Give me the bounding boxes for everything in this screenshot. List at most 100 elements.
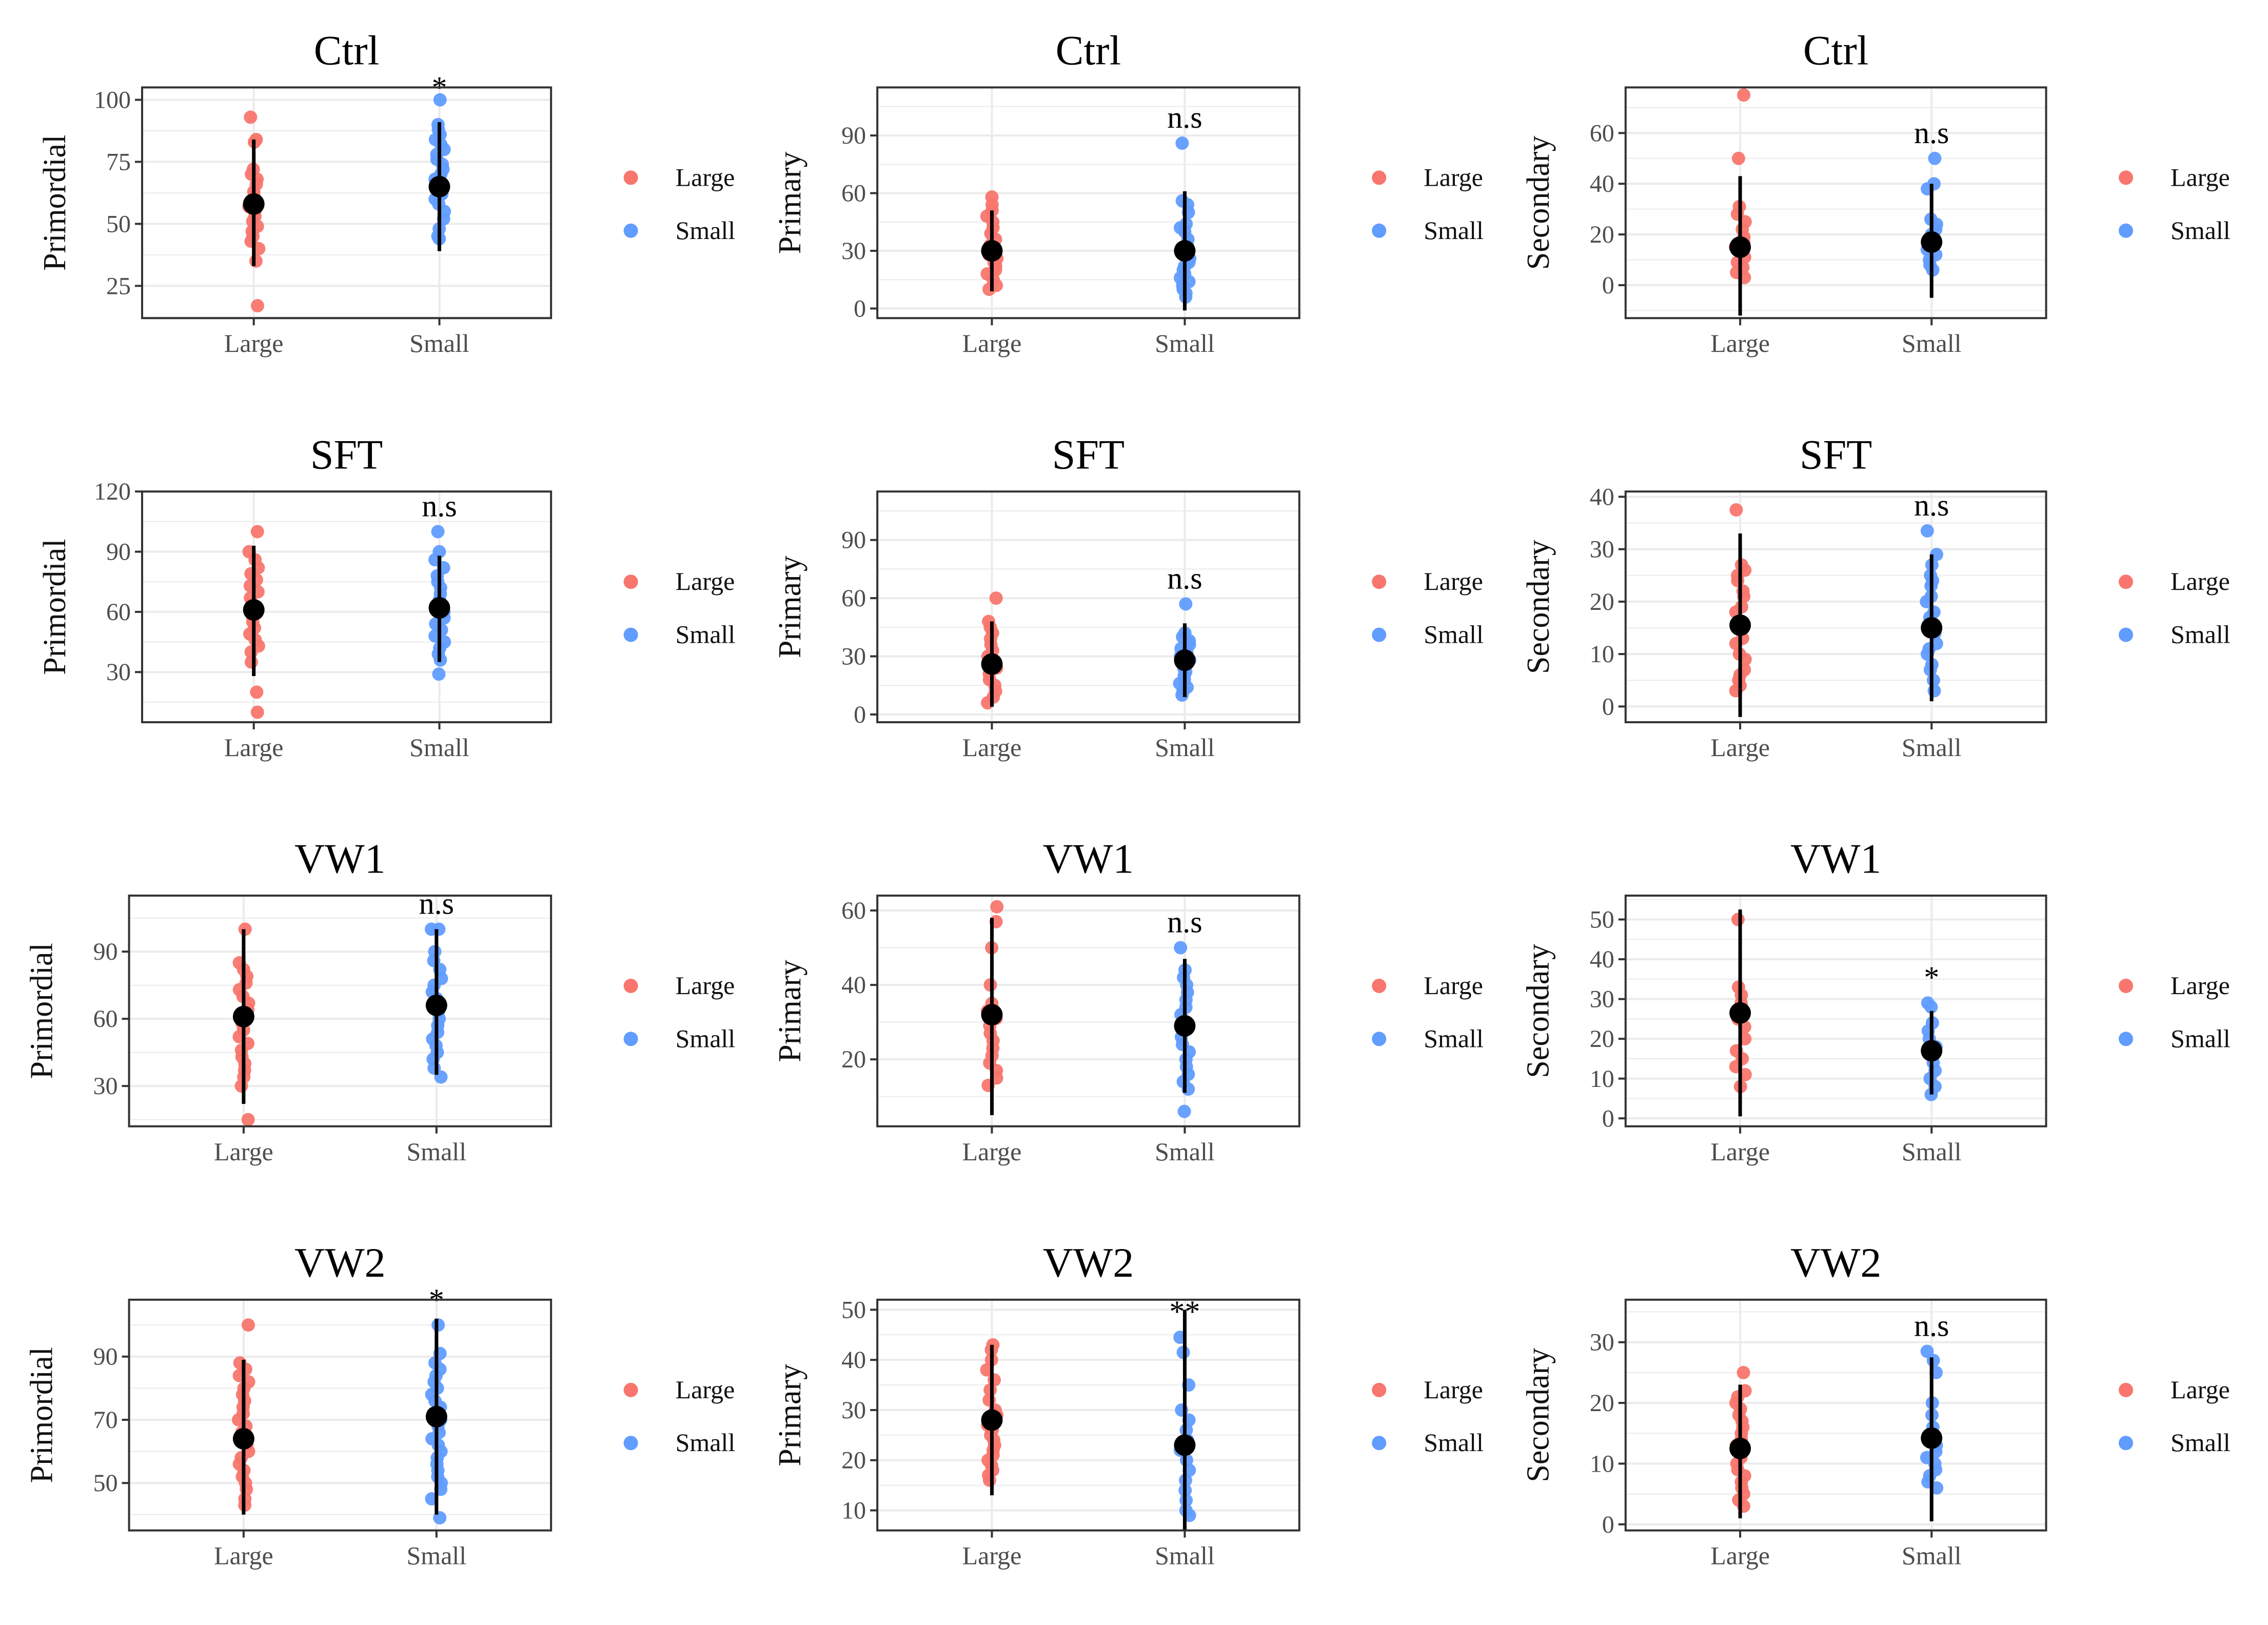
- panel-title: Ctrl: [1056, 27, 1121, 74]
- x-tick-label: Large: [962, 1137, 1022, 1166]
- data-point: [244, 655, 258, 669]
- panel-title: Ctrl: [1803, 27, 1869, 74]
- y-tick-label: 50: [93, 1470, 118, 1497]
- x-tick-label: Small: [1902, 329, 1962, 358]
- y-tick-label: 70: [93, 1406, 118, 1434]
- series-large: [1729, 503, 1752, 717]
- mean-point: [1921, 1427, 1943, 1449]
- series-small: [424, 922, 448, 1084]
- series-large: [1729, 1365, 1752, 1518]
- significance-label: n.s: [1167, 905, 1202, 939]
- x-tick-label: Large: [1710, 329, 1770, 358]
- y-tick-label: 10: [1590, 641, 1614, 668]
- mean-point: [1174, 1434, 1196, 1456]
- y-axis-label: Secondary: [1521, 135, 1556, 270]
- data-point: [234, 1079, 248, 1093]
- mean-point: [428, 175, 450, 197]
- legend-label: Large: [1424, 971, 1483, 1000]
- y-tick-label: 40: [841, 1346, 866, 1374]
- panel-sft-primary: SFT 0 30 60 90 Large Small Primary n.s Large Small: [773, 431, 1484, 762]
- data-point: [1924, 1000, 1938, 1014]
- mean-point: [1921, 617, 1943, 639]
- y-tick-label: 30: [1590, 1329, 1614, 1356]
- plot-area: [877, 896, 1299, 1126]
- y-tick-label: 90: [93, 938, 118, 965]
- legend-label: Large: [2171, 1375, 2230, 1404]
- legend-label: Small: [2171, 216, 2231, 245]
- legend-key-large: [1372, 574, 1387, 589]
- panel-border: [128, 1298, 553, 1532]
- y-tick-label: 30: [106, 659, 131, 686]
- y-axis-label: Primordial: [25, 943, 60, 1079]
- panel-vw1-primary: VW1 20 40 60 Large Small Primary n.s Large Small: [773, 835, 1484, 1165]
- mean-point: [981, 1004, 1003, 1026]
- x-tick-label: Large: [224, 733, 284, 762]
- y-tick-label: 60: [1590, 120, 1614, 147]
- data-point: [982, 1473, 996, 1487]
- y-tick-label: 20: [841, 1046, 866, 1073]
- y-tick-label: 30: [841, 643, 866, 670]
- y-tick-label: 30: [93, 1073, 118, 1100]
- legend-key-large: [1372, 170, 1387, 185]
- y-tick-label: 60: [841, 897, 866, 924]
- data-point: [1174, 941, 1188, 955]
- mean-point: [1729, 1002, 1751, 1024]
- y-tick-label: 0: [1602, 1511, 1614, 1538]
- series-small: [1173, 1310, 1196, 1531]
- y-tick-label: 40: [841, 972, 866, 999]
- data-point: [432, 922, 446, 936]
- series-small: [1174, 941, 1196, 1118]
- data-point: [1731, 151, 1745, 165]
- data-point: [433, 93, 447, 107]
- y-tick-label: 100: [94, 87, 131, 114]
- significance-label: n.s: [1167, 561, 1202, 595]
- data-point: [1729, 503, 1743, 517]
- series-large: [980, 1338, 1004, 1496]
- legend-key-large: [2118, 574, 2133, 589]
- x-tick-label: Large: [1710, 1541, 1770, 1570]
- data-point: [241, 1113, 255, 1126]
- panel-title: VW2: [1043, 1239, 1134, 1286]
- panel-border: [141, 490, 553, 723]
- y-tick-label: 40: [1590, 946, 1614, 973]
- data-point: [432, 667, 446, 681]
- mean-point: [1174, 1015, 1196, 1037]
- significance-label: n.s: [419, 887, 454, 921]
- data-point: [250, 685, 264, 699]
- y-axis-label: Primary: [773, 556, 807, 658]
- series-small: [428, 525, 451, 681]
- y-tick-label: 30: [841, 1397, 866, 1424]
- y-axis-label: Secondary: [1521, 540, 1556, 674]
- series-small: [428, 93, 451, 251]
- x-tick-label: Small: [1155, 1541, 1215, 1570]
- legend-key-small: [1372, 1032, 1387, 1046]
- y-tick-label: 90: [841, 527, 866, 554]
- y-tick-label: 20: [1590, 221, 1614, 248]
- legend-label: Small: [676, 1428, 736, 1457]
- panel-border: [1624, 895, 2047, 1127]
- legend-key-small: [1372, 627, 1387, 642]
- series-large: [981, 900, 1004, 1116]
- x-tick-label: Large: [214, 1541, 273, 1570]
- panel-border: [1624, 490, 2047, 723]
- series-large: [1729, 909, 1752, 1117]
- series-large: [231, 1318, 255, 1515]
- plot-area: [1625, 87, 2046, 319]
- data-point: [242, 1318, 255, 1332]
- panel-sft-secondary: SFT 0 10 20 30 40 Large Small Secondary n.s Large S…: [1521, 431, 2231, 762]
- mean-point: [1729, 614, 1751, 636]
- y-tick-label: 75: [106, 149, 131, 176]
- x-tick-label: Small: [407, 1541, 467, 1570]
- mean-point: [981, 653, 1003, 675]
- y-axis-label: Primary: [773, 1364, 807, 1467]
- y-tick-label: 0: [854, 295, 866, 322]
- panel-border: [128, 895, 553, 1127]
- series-large: [980, 190, 1004, 296]
- series-small: [1921, 996, 1943, 1101]
- legend-label: Large: [1424, 1375, 1483, 1404]
- legend-key-large: [623, 1382, 638, 1397]
- x-tick-label: Large: [1710, 733, 1770, 762]
- data-point: [1927, 684, 1941, 698]
- y-tick-label: 30: [1590, 536, 1614, 563]
